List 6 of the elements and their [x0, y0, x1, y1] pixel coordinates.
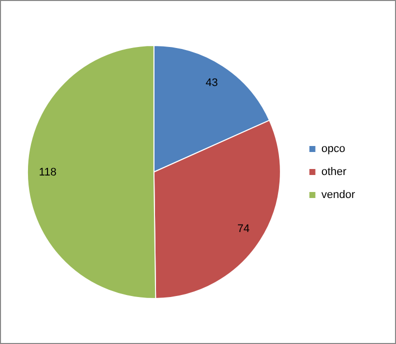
legend-label: vendor — [321, 189, 356, 202]
data-label: 74 — [237, 223, 250, 236]
data-label: 118 — [38, 166, 56, 179]
data-label: 43 — [206, 76, 218, 89]
legend-label: other — [321, 166, 347, 178]
legend-label: opco — [321, 143, 346, 156]
